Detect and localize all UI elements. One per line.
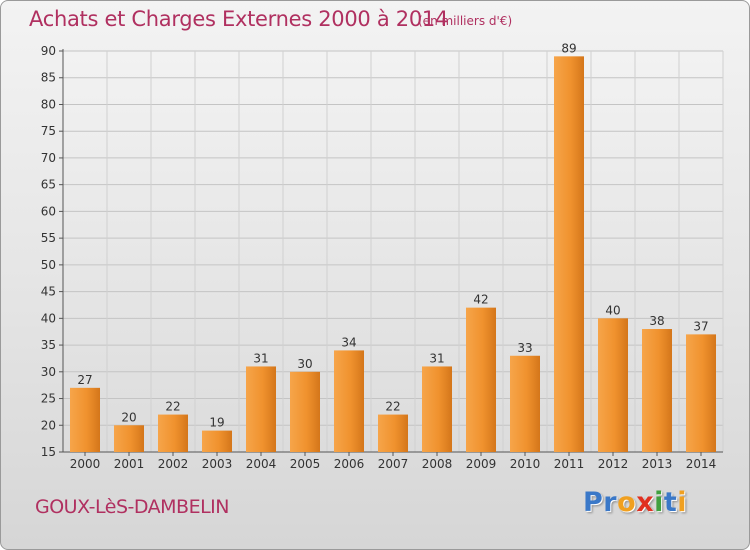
y-tick-label: 60 [41, 204, 56, 218]
y-tick-label: 75 [41, 124, 56, 138]
bar [686, 334, 716, 452]
y-tick-label: 50 [41, 258, 56, 272]
bar [554, 56, 584, 452]
y-tick-label: 90 [41, 44, 56, 58]
commune-name: GOUX-LèS-DAMBELIN [35, 496, 230, 518]
bar [466, 307, 496, 452]
bar [246, 366, 276, 452]
data-label: 27 [77, 373, 92, 387]
logo-letter: o [617, 487, 637, 518]
logo-letter: t [663, 487, 678, 518]
x-tick-label: 2010 [510, 457, 541, 471]
bar [378, 414, 408, 452]
y-tick-label: 35 [41, 338, 56, 352]
x-tick-label: 2004 [246, 457, 277, 471]
bar [510, 355, 540, 452]
y-tick-label: 80 [41, 97, 56, 111]
y-tick-label: 40 [41, 311, 56, 325]
logo-letter: P [583, 487, 604, 518]
bar [642, 329, 672, 452]
logo-letter: i [654, 487, 664, 518]
x-tick-label: 2008 [422, 457, 453, 471]
y-tick-label: 45 [41, 285, 56, 299]
data-label: 22 [385, 400, 400, 414]
bar [202, 430, 232, 452]
logo-letter: x [636, 487, 655, 518]
data-label: 38 [649, 314, 664, 328]
data-label: 19 [209, 416, 224, 430]
data-label: 37 [693, 319, 708, 333]
y-tick-label: 85 [41, 71, 56, 85]
proxiti-logo: Proxiti [583, 487, 687, 523]
data-label: 20 [121, 410, 136, 424]
data-label: 31 [429, 351, 444, 365]
data-label: 40 [605, 303, 620, 317]
y-tick-label: 15 [41, 445, 56, 459]
y-tick-label: 65 [41, 178, 56, 192]
y-tick-label: 30 [41, 365, 56, 379]
y-tick-label: 25 [41, 392, 56, 406]
x-tick-label: 2011 [554, 457, 585, 471]
x-tick-label: 2003 [202, 457, 233, 471]
bar [598, 318, 628, 452]
data-label: 31 [253, 351, 268, 365]
bar [70, 387, 100, 452]
y-tick-label: 55 [41, 231, 56, 245]
chart-unit: (en milliers d'€) [418, 14, 513, 28]
x-tick-label: 2002 [158, 457, 189, 471]
x-tick-label: 2001 [114, 457, 145, 471]
data-label: 33 [517, 341, 532, 355]
x-tick-label: 2009 [466, 457, 497, 471]
x-tick-label: 2012 [598, 457, 629, 471]
bar [114, 425, 144, 452]
x-tick-label: 2014 [686, 457, 717, 471]
bar [158, 414, 188, 452]
data-label: 34 [341, 335, 356, 349]
bar [334, 350, 364, 452]
x-tick-label: 2006 [334, 457, 365, 471]
bar [422, 366, 452, 452]
x-tick-label: 2000 [70, 457, 101, 471]
bar [290, 371, 320, 452]
logo-letter: i [677, 487, 688, 518]
y-tick-label: 20 [41, 418, 56, 432]
data-label: 42 [473, 293, 488, 307]
data-label: 22 [165, 400, 180, 414]
logo-letter: r [603, 487, 618, 518]
x-tick-label: 2013 [642, 457, 673, 471]
chart-title: Achats et Charges Externes 2000 à 2014 [29, 7, 449, 31]
data-label: 89 [561, 41, 576, 55]
x-tick-label: 2007 [378, 457, 409, 471]
y-tick-label: 70 [41, 151, 56, 165]
x-tick-label: 2005 [290, 457, 321, 471]
data-label: 30 [297, 357, 312, 371]
